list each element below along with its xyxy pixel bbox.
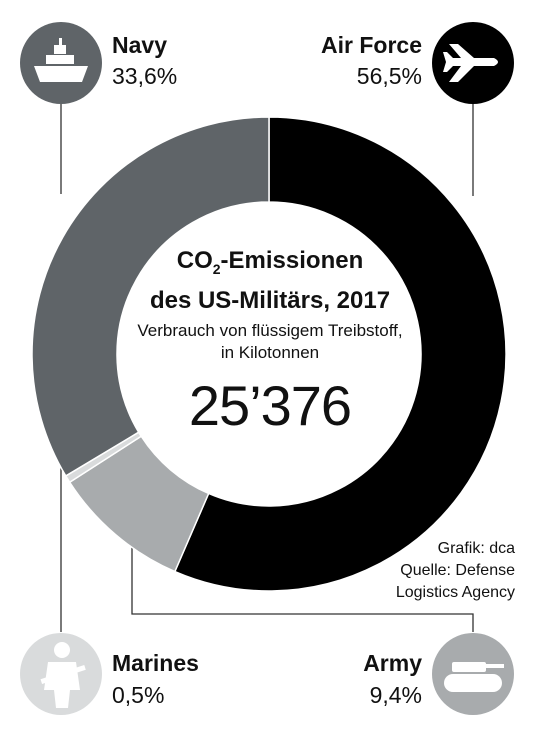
subtitle-line1: Verbrauch von flüssigem Treibstoff, xyxy=(137,320,403,340)
tank-turret xyxy=(452,662,486,672)
tank-barrel xyxy=(484,664,504,668)
slice-navy xyxy=(31,116,270,477)
airplane-icon xyxy=(443,44,498,82)
ship-deck xyxy=(46,55,74,64)
label-airforce-name: Air Force xyxy=(321,32,422,58)
center-summary: CO2-Emissionen des US-Militärs, 2017 Ver… xyxy=(110,245,430,436)
label-navy-name: Navy xyxy=(112,32,167,58)
credit-line-1: Grafik: dca xyxy=(437,540,515,557)
chart-title: CO2-Emissionen des US-Militärs, 2017 xyxy=(110,245,430,316)
label-airforce-percent: 56,5% xyxy=(356,63,422,89)
title-line2: des US-Militärs, 2017 xyxy=(149,286,391,314)
tank-icon xyxy=(444,662,504,692)
tank-track xyxy=(444,674,502,692)
label-army-percent: 9,4% xyxy=(369,682,422,708)
total-value: 25’376 xyxy=(188,373,352,437)
leader-line-army xyxy=(131,536,474,632)
ship-icon xyxy=(34,38,88,82)
title-main: -Emissionen xyxy=(220,247,364,274)
ship-bridge xyxy=(54,45,66,54)
title-subscript: 2 xyxy=(212,260,221,277)
subtitle-line2: in Kilotonnen xyxy=(220,342,320,362)
credit-line-3: Logistics Agency xyxy=(395,584,515,601)
chart-subtitle: Verbrauch von flüssigem Treibstoff, in K… xyxy=(110,320,430,364)
label-marines-name: Marines xyxy=(112,650,199,676)
slice-air-force xyxy=(173,116,507,592)
ship-hull xyxy=(34,66,88,82)
label-marines-percent: 0,5% xyxy=(112,682,165,708)
label-army-name: Army xyxy=(363,650,422,676)
source-credit: Grafik: dca Quelle: Defense Logistics Ag… xyxy=(396,538,515,604)
soldier-icon xyxy=(40,642,86,708)
soldier-rifle xyxy=(40,664,86,684)
credit-line-2: Quelle: Defense xyxy=(400,562,515,579)
ship-mast xyxy=(59,38,62,46)
title-co: CO xyxy=(176,247,213,274)
soldier-head xyxy=(54,642,70,658)
label-navy-percent: 33,6% xyxy=(112,63,178,89)
